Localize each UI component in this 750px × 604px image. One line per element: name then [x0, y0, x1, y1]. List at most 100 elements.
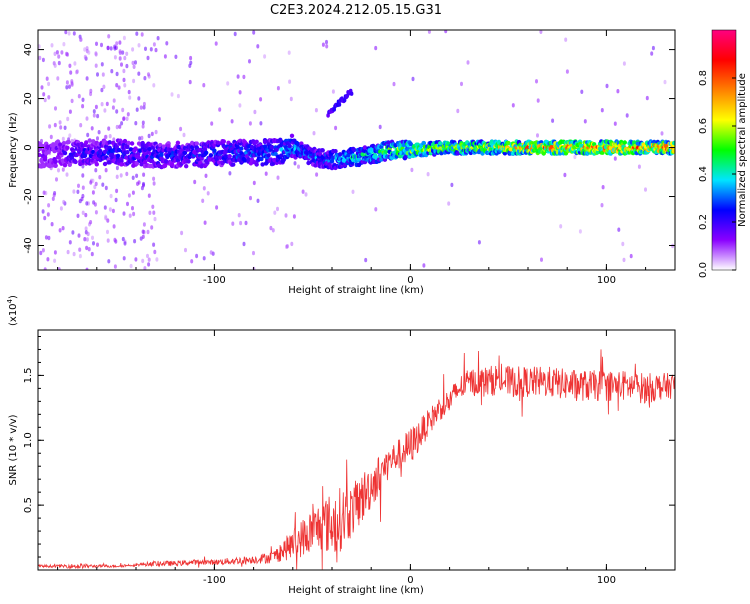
heatmap-speckle — [134, 60, 137, 65]
heatmap-speckle — [121, 50, 125, 55]
heatmap-speckle — [184, 247, 187, 253]
heatmap-speckle — [127, 193, 131, 198]
heatmap-speckle — [112, 224, 116, 229]
heatmap-speckle — [148, 210, 152, 215]
heatmap-speckle — [301, 189, 305, 194]
heatmap-ridge-cell — [421, 140, 426, 146]
heatmap-speckle — [65, 80, 69, 85]
heatmap-ridge-cell — [84, 140, 89, 145]
heatmap-speckle — [238, 103, 242, 108]
heatmap-speckle — [195, 253, 199, 259]
heatmap-speckle — [601, 185, 605, 190]
heatmap-speckle — [304, 192, 308, 197]
heatmap-ridge-cell — [289, 133, 295, 138]
heatmap-speckle — [351, 189, 355, 194]
heatmap-speckle — [331, 89, 335, 94]
heatmap-speckle — [45, 76, 49, 81]
heatmap-speckle — [119, 173, 123, 178]
heatmap-speckle — [131, 175, 135, 180]
heatmap-speckle — [94, 63, 98, 68]
heatmap-speckle — [616, 89, 620, 94]
heatmap-speckle — [141, 258, 145, 264]
heatmap-speckle — [248, 59, 251, 64]
heatmap-speckle — [153, 216, 157, 222]
heatmap-speckle — [109, 46, 113, 51]
heatmap-speckle — [133, 239, 137, 244]
heatmap-speckle — [447, 201, 451, 206]
heatmap-speckle — [206, 191, 210, 196]
heatmap-speckle — [83, 47, 87, 52]
heatmap-speckle — [56, 76, 60, 81]
heatmap-speckle — [135, 173, 139, 178]
heatmap-speckle — [131, 47, 135, 52]
heatmap-ridge-cell — [61, 141, 67, 146]
heatmap-ytick-label: 0 — [23, 144, 34, 150]
heatmap-speckle — [147, 262, 151, 267]
heatmap-speckle — [132, 78, 136, 84]
heatmap-speckle — [58, 228, 62, 233]
heatmap-ridge-cell — [98, 148, 103, 154]
heatmap-speckle — [44, 235, 48, 240]
heatmap-speckle — [53, 258, 57, 263]
heatmap-speckle — [94, 104, 98, 110]
heatmap-speckle — [289, 96, 293, 102]
heatmap-speckle — [81, 185, 85, 190]
heatmap-speckle — [228, 171, 232, 176]
heatmap-speckle — [155, 257, 159, 262]
heatmap-speckle — [39, 250, 43, 256]
heatmap-speckle — [126, 201, 129, 207]
heatmap-ylabel: Frequency (Hz) — [8, 112, 19, 188]
heatmap-speckle — [152, 42, 156, 47]
heatmap-ridge-cell — [262, 139, 268, 145]
heatmap-speckle — [107, 126, 111, 131]
heatmap-speckle — [137, 43, 141, 48]
heatmap-speckle — [41, 57, 45, 63]
heatmap-branch-cell — [342, 98, 347, 103]
heatmap-speckle — [613, 156, 617, 161]
heatmap-ridge-cell — [147, 146, 152, 152]
heatmap-speckle — [236, 74, 240, 79]
heatmap-speckle — [125, 51, 129, 56]
heatmap-speckle — [142, 222, 146, 227]
heatmap-speckle — [115, 124, 119, 130]
heatmap-speckle — [117, 85, 121, 90]
heatmap-speckle — [53, 250, 57, 255]
heatmap-speckle — [85, 76, 89, 81]
heatmap-ridge-cell — [239, 146, 244, 151]
heatmap-ridge-cell — [622, 140, 627, 145]
heatmap-speckle — [152, 83, 156, 88]
heatmap-ridge-cell — [175, 140, 181, 145]
heatmap-ridge-cell — [221, 139, 226, 144]
heatmap-speckle — [288, 79, 292, 84]
heatmap-speckle — [121, 107, 125, 113]
heatmap-ridge-cell — [382, 157, 388, 162]
heatmap-speckle — [287, 50, 291, 55]
heatmap-speckle — [73, 61, 77, 66]
heatmap-speckle — [38, 55, 42, 61]
heatmap-speckle — [118, 56, 122, 61]
heatmap-speckle — [113, 44, 117, 49]
heatmap-speckle — [621, 241, 625, 247]
heatmap-speckle — [427, 30, 431, 34]
heatmap-ridge-cell — [142, 160, 148, 165]
colorbar — [711, 29, 737, 271]
heatmap-speckle — [132, 211, 136, 217]
heatmap-speckle — [138, 136, 142, 141]
heatmap-speckle — [78, 253, 82, 259]
heatmap-ridge-cell — [212, 148, 217, 153]
heatmap-speckle — [115, 109, 119, 114]
heatmap-speckle — [622, 61, 626, 66]
heatmap-ridge-cell — [371, 143, 376, 149]
heatmap-speckle — [174, 54, 178, 59]
heatmap-ridge-cell — [62, 150, 68, 156]
heatmap-speckle — [60, 50, 64, 55]
heatmap-speckle — [202, 83, 206, 88]
heatmap-speckle — [131, 60, 135, 66]
heatmap-speckle — [93, 184, 97, 190]
heatmap-speckle — [58, 120, 62, 125]
heatmap-speckle — [79, 37, 82, 42]
heatmap-speckle — [118, 40, 122, 45]
heatmap-ridge-cell — [107, 160, 112, 165]
heatmap-ridge-cell — [125, 144, 130, 150]
heatmap-speckle — [466, 60, 470, 65]
